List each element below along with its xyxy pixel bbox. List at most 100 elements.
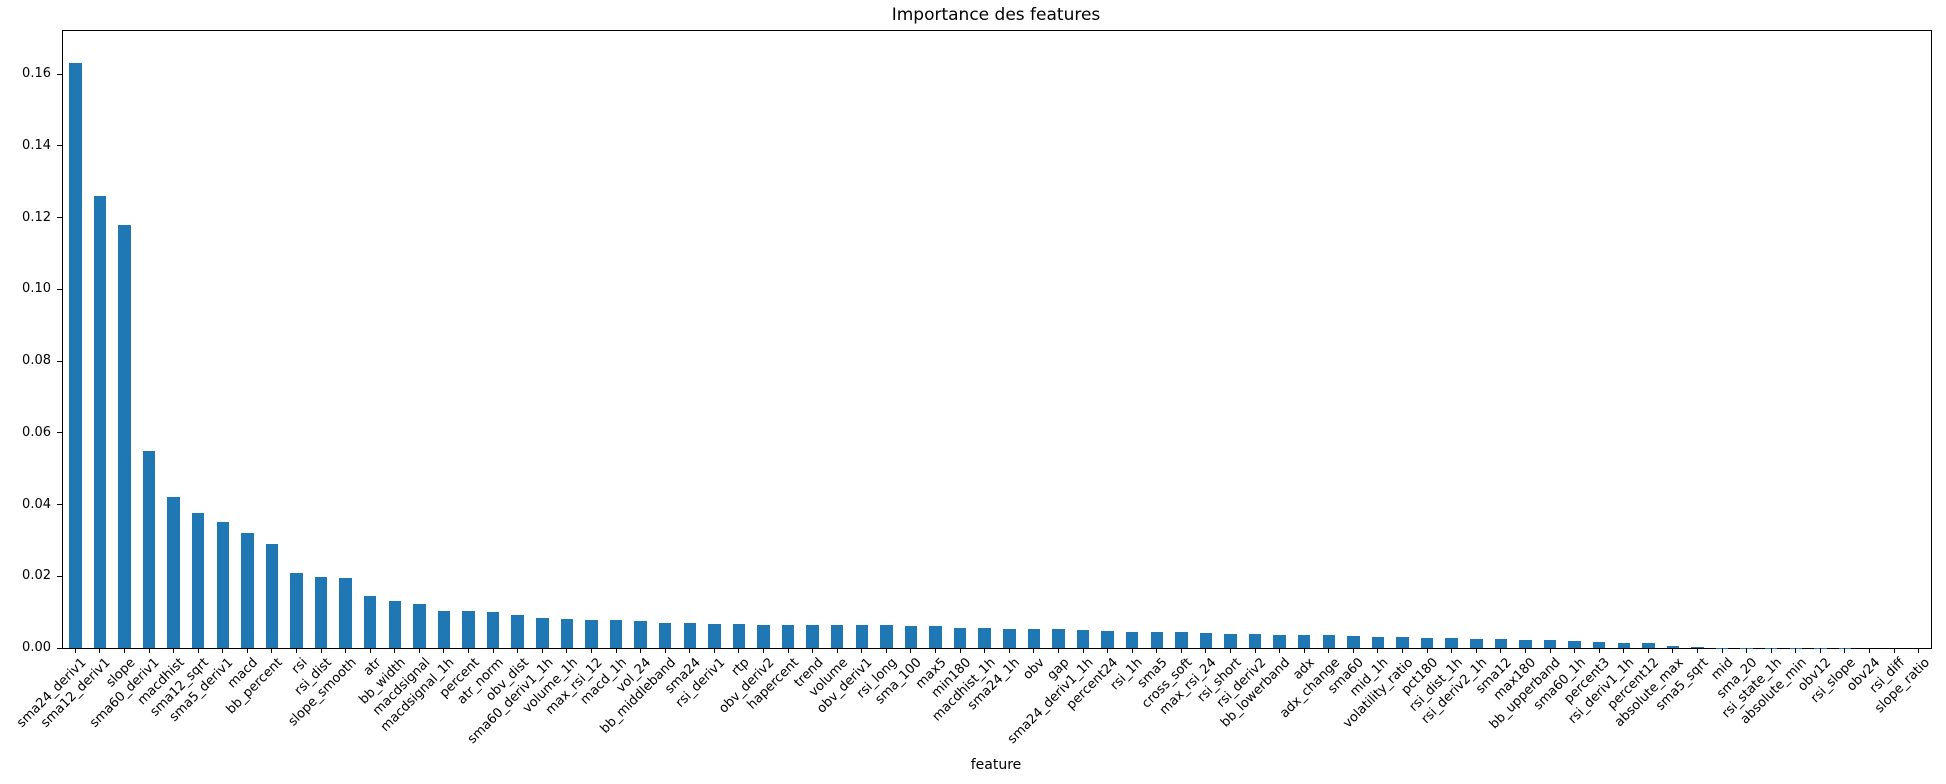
bar	[585, 620, 598, 648]
bar	[1150, 631, 1163, 648]
bar	[142, 450, 156, 648]
bar	[314, 577, 328, 648]
x-tick-mark	[173, 648, 175, 653]
y-tick-mark	[57, 145, 62, 147]
plot-area: 0.00 0.02 0.04 0.06 0.08 0.10 0.12 0.14 0.16 sma2…	[14, 30, 1933, 747]
bar	[1470, 638, 1483, 648]
x-tick-mark	[885, 648, 887, 653]
bar	[1248, 634, 1262, 648]
bar	[167, 497, 180, 648]
x-tick-mark	[1156, 648, 1158, 653]
x-tick-mark	[935, 648, 937, 653]
bar	[363, 596, 377, 648]
x-tick-mark	[664, 648, 666, 653]
x-tick-mark	[689, 648, 691, 653]
bar	[1199, 632, 1213, 648]
bar	[93, 196, 107, 648]
chart-title: Importance des features	[891, 5, 1101, 25]
bar	[1052, 629, 1065, 648]
bar	[191, 513, 205, 648]
bar	[732, 624, 746, 648]
bar	[265, 543, 279, 648]
x-tick-mark	[959, 648, 961, 653]
bar	[708, 624, 721, 648]
x-tick-mark	[984, 648, 986, 653]
x-tick-mark	[910, 648, 912, 653]
x-tick-mark	[1795, 648, 1797, 653]
bar	[216, 522, 229, 648]
x-tick-mark	[1254, 648, 1256, 653]
x-tick-mark	[566, 648, 568, 653]
x-tick-mark	[1721, 648, 1723, 653]
x-tick-mark	[222, 648, 224, 653]
bar	[1420, 637, 1434, 648]
x-tick-mark	[1697, 648, 1698, 653]
y-tick-label: 0.00	[22, 640, 51, 655]
x-tick-mark	[1303, 648, 1305, 653]
x-tick-mark	[541, 648, 543, 653]
bar	[609, 620, 623, 648]
y-tick-label: 0.06	[22, 424, 51, 440]
x-tick-mark	[861, 648, 863, 653]
x-tick-mark	[590, 648, 592, 653]
x-tick-mark	[1869, 648, 1871, 653]
bar	[339, 577, 352, 648]
bar	[241, 533, 254, 648]
x-tick-mark	[1770, 648, 1772, 653]
bar	[1027, 629, 1041, 648]
bar	[462, 611, 475, 648]
bar	[757, 624, 770, 648]
y-tick-mark	[57, 647, 62, 649]
x-tick-mark	[1328, 648, 1330, 653]
bar	[1519, 639, 1532, 648]
bar	[1592, 642, 1606, 648]
x-tick-mark	[1008, 648, 1010, 653]
bar	[880, 625, 893, 648]
x-tick-mark	[1352, 648, 1354, 653]
x-tick-mark	[1180, 648, 1182, 653]
x-tick-mark	[1524, 648, 1526, 653]
x-tick-mark	[517, 648, 519, 653]
bar	[1371, 636, 1385, 648]
bar	[929, 626, 942, 648]
x-tick-mark	[1230, 648, 1231, 653]
x-tick-mark	[1819, 648, 1821, 653]
x-tick-mark	[1451, 648, 1453, 653]
bar	[437, 611, 451, 648]
y-tick-label: 0.08	[22, 353, 51, 369]
x-tick-mark	[74, 648, 76, 653]
x-tick-mark	[394, 648, 396, 653]
x-tick-mark	[99, 648, 101, 653]
bar	[1125, 631, 1139, 648]
bar	[1322, 635, 1336, 648]
y-tick-mark	[57, 288, 62, 290]
y-tick-label: 0.14	[22, 137, 51, 153]
bar	[978, 628, 991, 648]
x-tick-mark	[1033, 648, 1035, 653]
y-tick-mark	[57, 217, 62, 219]
bar	[536, 618, 549, 648]
x-tick-mark	[271, 648, 273, 653]
x-tick-mark	[763, 648, 764, 653]
bar	[683, 622, 696, 648]
bar	[806, 624, 819, 648]
x-tick-mark	[1402, 648, 1404, 653]
bar	[658, 622, 672, 648]
x-tick-mark	[1082, 648, 1084, 653]
x-tick-mark	[1475, 648, 1477, 653]
x-tick-mark	[1426, 648, 1428, 653]
x-tick-mark	[197, 648, 199, 653]
bar	[1224, 633, 1237, 648]
x-tick-label: obv	[1020, 655, 1048, 683]
y-tick-mark	[57, 360, 62, 362]
bar	[560, 618, 574, 648]
bar	[69, 63, 82, 648]
y-tick-label: 0.02	[22, 568, 51, 584]
bar	[1543, 640, 1557, 648]
x-tick-mark	[1893, 648, 1895, 653]
x-tick-mark	[1107, 648, 1109, 653]
bar	[1347, 636, 1360, 648]
x-tick-mark	[443, 648, 445, 653]
bar	[388, 601, 402, 648]
